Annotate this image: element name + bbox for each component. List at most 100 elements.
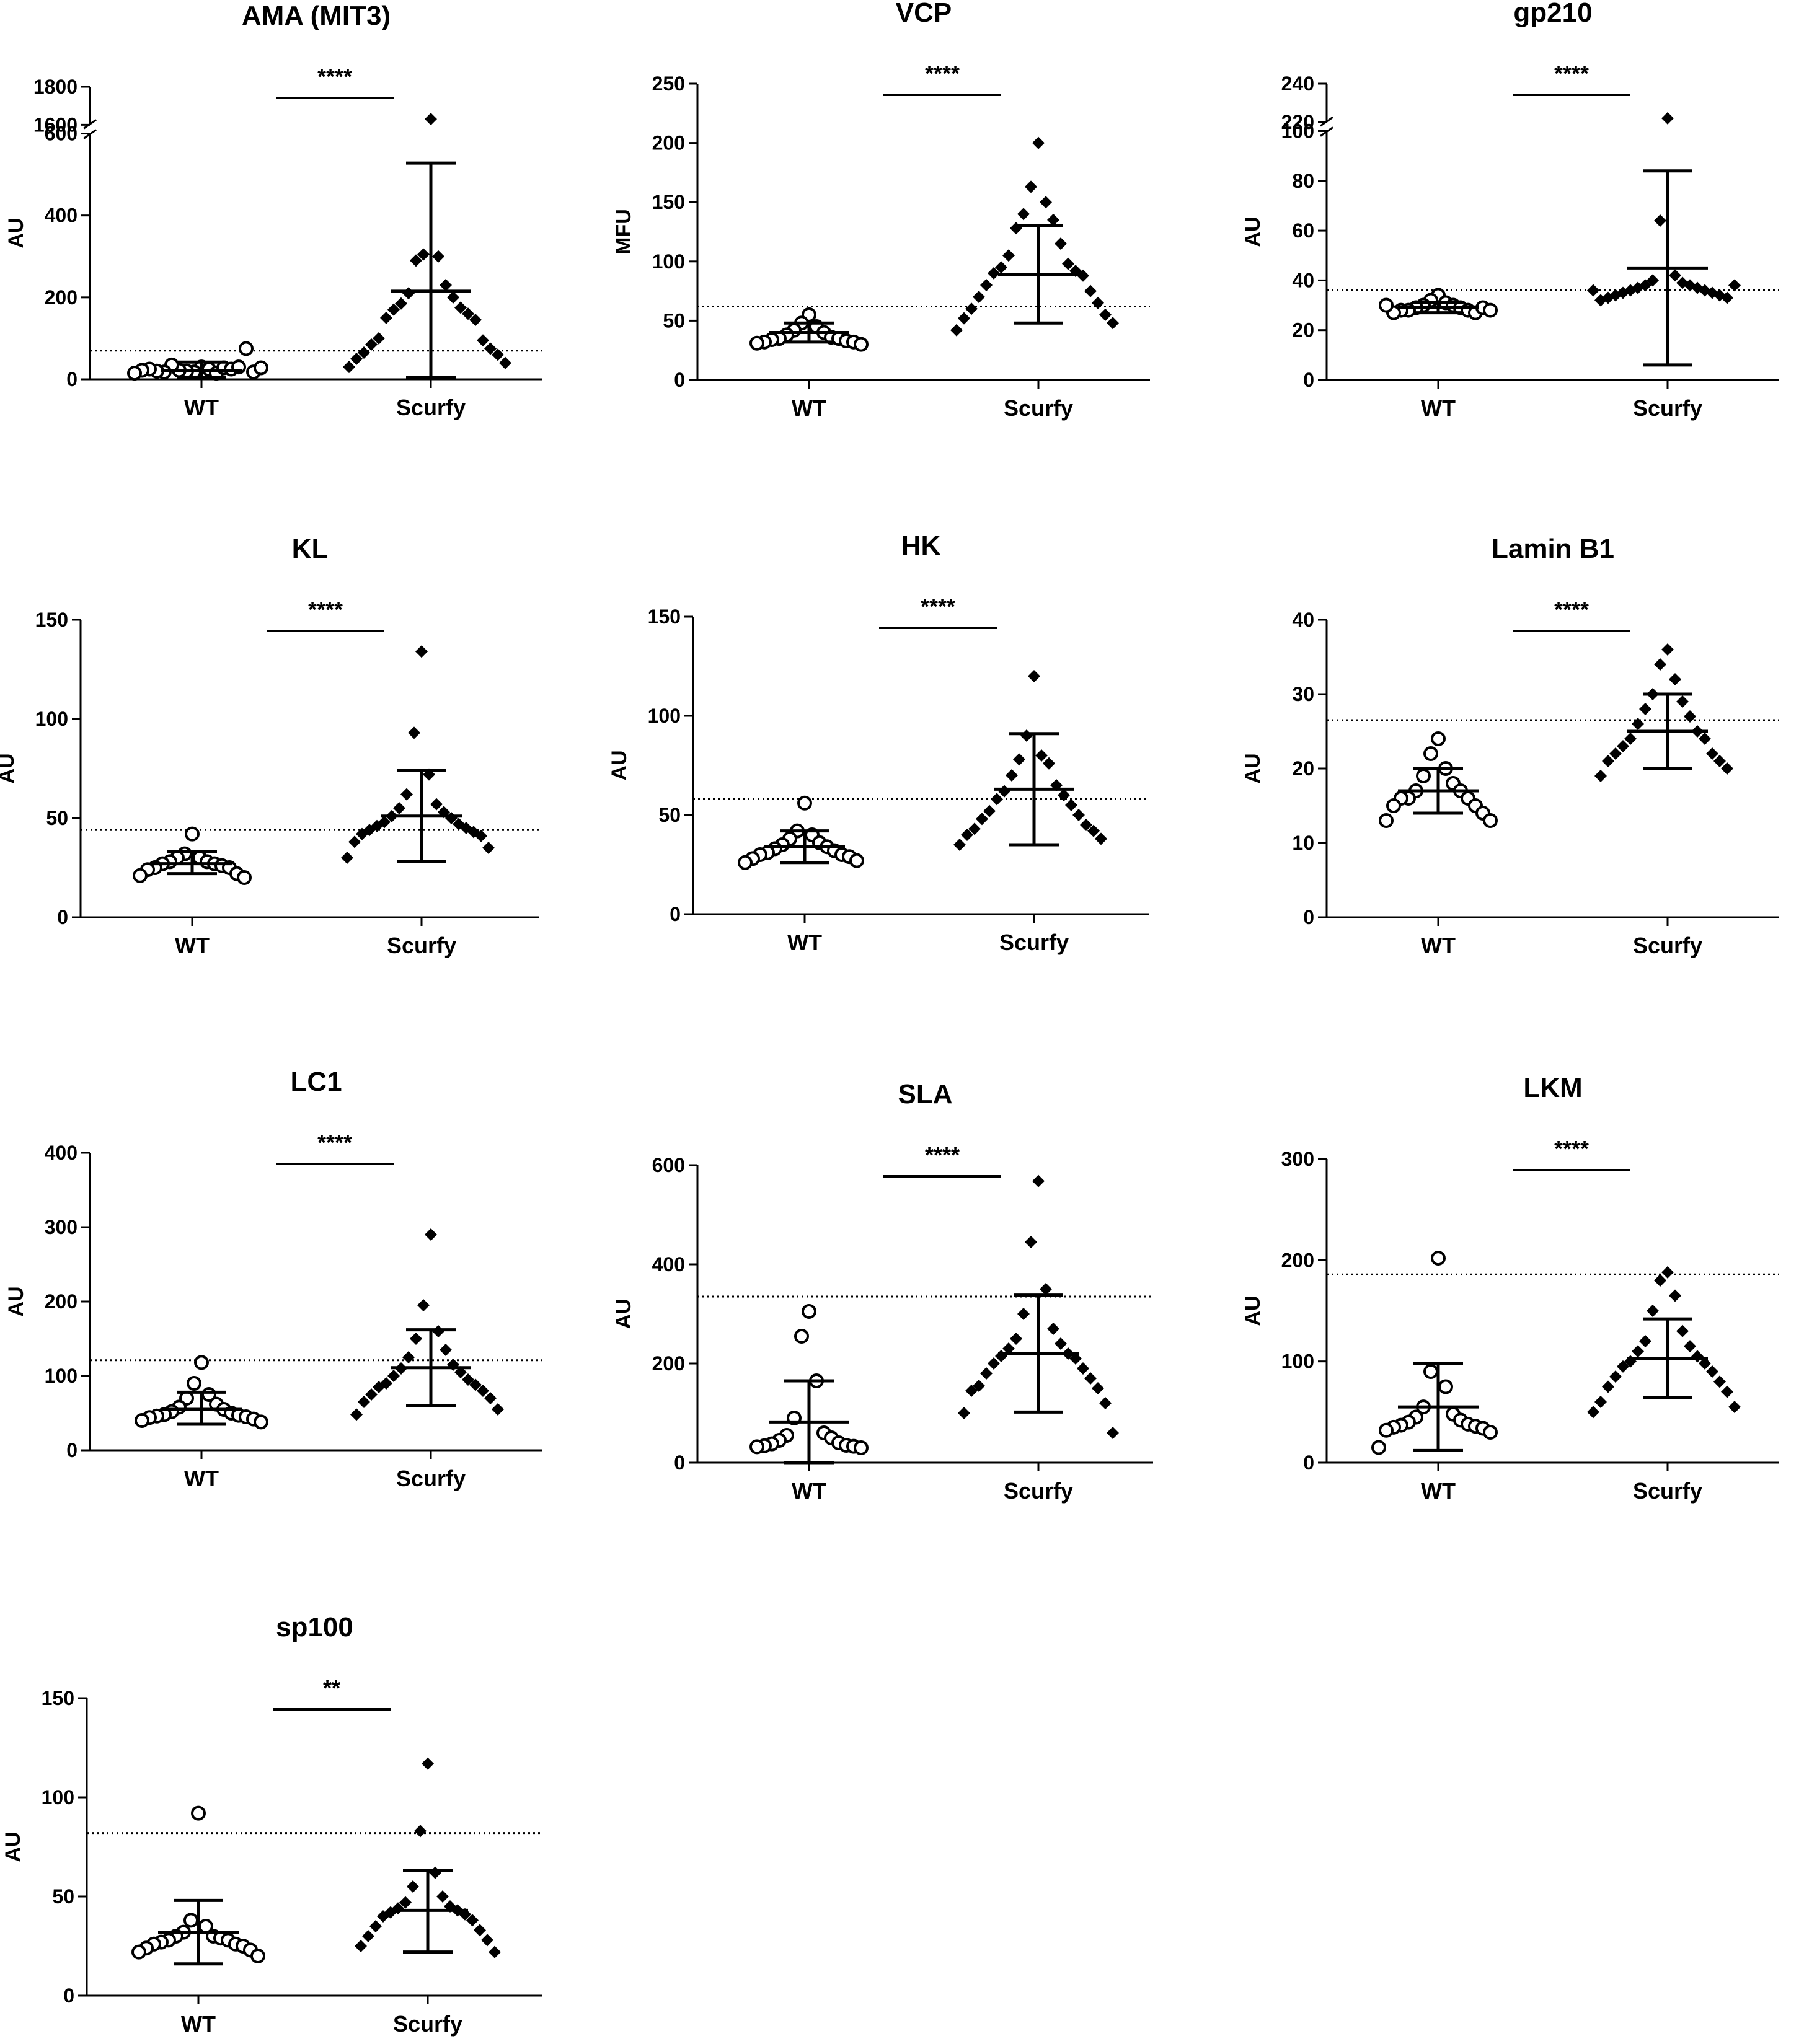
data-point-scurfy	[950, 324, 963, 337]
data-point-scurfy	[1055, 1337, 1067, 1350]
data-point-wt	[802, 1304, 816, 1319]
data-point-scurfy	[1092, 1382, 1104, 1394]
data-point-wt	[854, 337, 869, 352]
y-tick-label: 150	[42, 1687, 74, 1709]
data-point-scurfy	[1594, 294, 1607, 307]
data-point-scurfy	[958, 312, 970, 325]
data-point-scurfy	[965, 1385, 978, 1397]
y-tick-label: 60	[1292, 219, 1314, 242]
data-point-scurfy	[440, 279, 452, 292]
data-point-scurfy	[1035, 749, 1048, 762]
data-point-scurfy	[1065, 799, 1077, 811]
data-point-scurfy	[1025, 180, 1037, 193]
data-point-wt	[749, 335, 764, 351]
data-point-scurfy	[432, 250, 444, 263]
data-point-scurfy	[983, 804, 996, 817]
data-point-wt	[1379, 1422, 1394, 1438]
data-point-wt	[1423, 1364, 1438, 1379]
y-axis-label: AU	[1241, 216, 1265, 247]
data-point-scurfy	[348, 835, 361, 848]
data-point-scurfy	[1099, 308, 1112, 321]
chart-title: sp100	[276, 1612, 353, 1642]
data-point-scurfy	[1609, 747, 1622, 760]
data-point-scurfy	[1040, 1283, 1052, 1295]
data-point-wt	[131, 1944, 146, 1960]
data-point-scurfy	[973, 291, 985, 304]
data-point-scurfy	[953, 839, 966, 851]
data-point-scurfy	[1721, 762, 1733, 775]
chart-panel: VCP **** 0 50 100 150 200 250 MFU WT Scurfy	[612, 0, 1150, 421]
data-point-scurfy	[358, 346, 370, 359]
data-point-scurfy	[350, 1408, 363, 1421]
y-tick-label: 200	[45, 1290, 77, 1313]
y-axis-label: AU	[612, 1298, 635, 1329]
significance-label: ****	[1554, 1136, 1589, 1161]
chart-title: HK	[901, 531, 941, 561]
x-tick-label: WT	[184, 395, 219, 420]
data-point-scurfy	[1661, 112, 1674, 125]
y-tick-label: 50	[663, 309, 685, 332]
data-point-scurfy	[489, 1945, 501, 1958]
data-point-scurfy	[1654, 214, 1666, 227]
data-point-scurfy	[399, 1896, 412, 1909]
data-point-scurfy	[466, 1914, 479, 1927]
y-tick-label: 10	[1292, 832, 1314, 854]
data-point-scurfy	[402, 287, 415, 300]
data-point-scurfy	[980, 279, 993, 292]
data-point-scurfy	[1055, 237, 1067, 250]
data-point-scurfy	[1010, 222, 1022, 235]
data-point-scurfy	[1587, 1406, 1599, 1419]
data-point-scurfy	[1624, 733, 1637, 745]
x-tick-label: WT	[792, 395, 826, 421]
data-point-scurfy	[1617, 1360, 1629, 1373]
data-point-scurfy	[1713, 1375, 1726, 1388]
x-tick-label: WT	[787, 930, 822, 955]
data-point-scurfy	[1099, 1397, 1112, 1409]
y-tick-label: 40	[1292, 269, 1314, 291]
data-point-scurfy	[1092, 296, 1104, 309]
data-point-scurfy	[475, 829, 487, 842]
significance-label: ****	[317, 64, 352, 89]
data-point-scurfy	[1721, 1385, 1733, 1398]
y-tick-label: 50	[52, 1885, 74, 1908]
data-point-scurfy	[958, 1407, 970, 1419]
data-point-scurfy	[1095, 832, 1107, 845]
data-point-scurfy	[481, 1934, 493, 1947]
x-tick-label: Scurfy	[1004, 395, 1073, 421]
data-point-scurfy	[1043, 757, 1055, 770]
y-tick-label: 200	[652, 132, 685, 154]
data-point-wt	[749, 1439, 764, 1455]
y-tick-label: 0	[670, 903, 681, 925]
data-point-wt	[1483, 1425, 1498, 1440]
data-point-scurfy	[1661, 643, 1674, 656]
data-point-scurfy	[998, 785, 1010, 798]
y-tick-label: 50	[46, 807, 68, 829]
data-point-scurfy	[995, 261, 1007, 274]
data-point-scurfy	[1639, 703, 1651, 715]
data-point-scurfy	[484, 1392, 497, 1404]
y-axis-label: AU	[1, 1831, 25, 1862]
data-point-wt	[250, 1949, 265, 1963]
data-point-wt	[254, 1414, 268, 1430]
data-point-scurfy	[1017, 1308, 1030, 1320]
data-point-scurfy	[1072, 809, 1085, 821]
data-point-scurfy	[402, 1351, 415, 1363]
data-point-wt	[1431, 1251, 1446, 1266]
data-point-scurfy	[410, 254, 422, 267]
data-point-scurfy	[1639, 1335, 1651, 1347]
data-point-scurfy	[462, 307, 474, 320]
data-point-scurfy	[1669, 1289, 1681, 1302]
data-point-scurfy	[482, 842, 495, 854]
data-point-scurfy	[492, 1403, 504, 1416]
data-point-scurfy	[469, 314, 482, 327]
data-point-scurfy	[1647, 274, 1659, 287]
data-point-scurfy	[1010, 1333, 1022, 1345]
data-point-scurfy	[1077, 269, 1089, 282]
data-point-scurfy	[1699, 1357, 1711, 1370]
data-point-scurfy	[1025, 1236, 1037, 1248]
x-tick-label: Scurfy	[1004, 1478, 1073, 1504]
data-point-scurfy	[1602, 755, 1614, 767]
x-tick-label: WT	[175, 933, 210, 958]
data-point-scurfy	[1617, 740, 1629, 752]
chart-panel: sp100 ** 0 50 100 150 AU WT Scurfy	[1, 1612, 542, 2037]
